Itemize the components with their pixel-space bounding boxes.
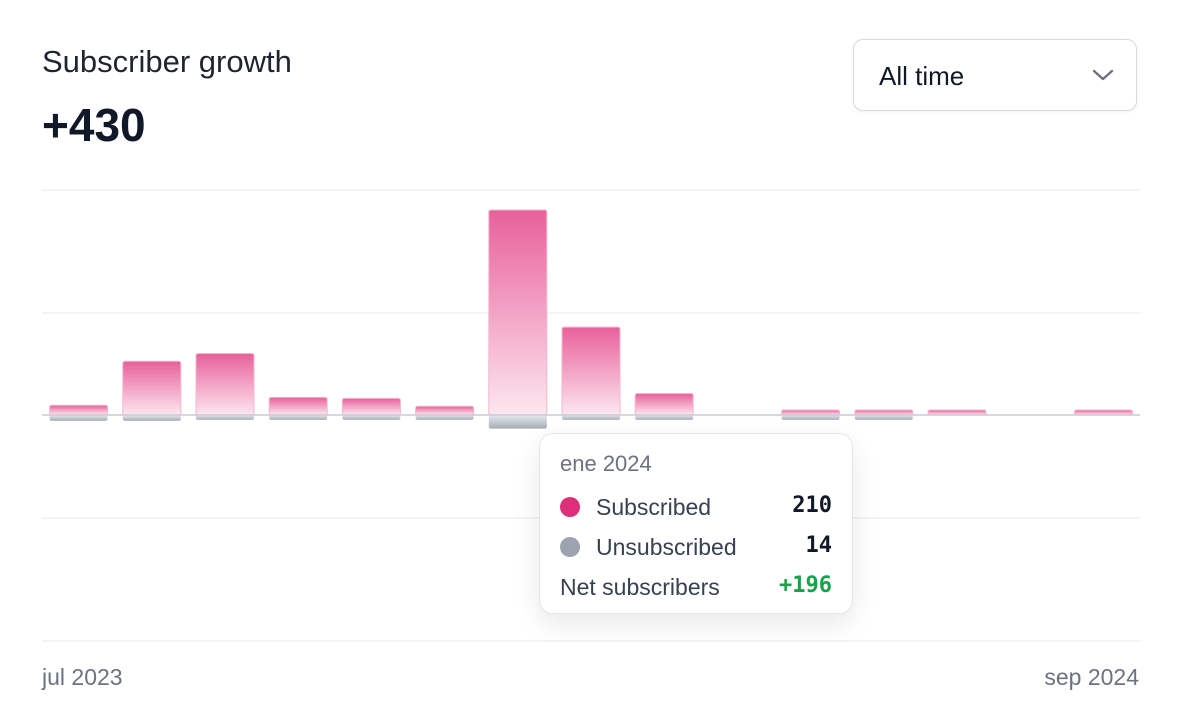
bar-unsubscribed[interactable] bbox=[562, 415, 620, 420]
bar-subscribed[interactable] bbox=[488, 209, 548, 416]
tooltip-period: ene 2024 bbox=[560, 451, 652, 476]
chart-title: Subscriber growth bbox=[42, 44, 292, 79]
bar-unsubscribed[interactable] bbox=[635, 415, 694, 420]
bar-unsubscribed[interactable] bbox=[196, 415, 254, 420]
tooltip-unsubscribed-label: Unsubscribed bbox=[596, 534, 737, 560]
bar-subscribed[interactable] bbox=[561, 326, 621, 416]
bar-subscribed[interactable] bbox=[341, 397, 401, 416]
x-axis-end-label: sep 2024 bbox=[1044, 664, 1139, 690]
bar-subscribed[interactable] bbox=[268, 396, 328, 416]
time-range-value: All time bbox=[879, 61, 965, 91]
bar-unsubscribed[interactable] bbox=[854, 415, 913, 420]
bar-subscribed[interactable] bbox=[415, 405, 475, 416]
chart-tooltip: ene 2024 Subscribed 210 Unsubscribed 14 … bbox=[539, 433, 853, 614]
bar-unsubscribed[interactable] bbox=[781, 415, 840, 420]
tooltip-subscribed-value: 210 bbox=[792, 493, 832, 518]
subscribed-dot-icon bbox=[560, 497, 580, 517]
time-range-select[interactable]: All time bbox=[853, 39, 1137, 111]
total-net-count: +430 bbox=[42, 99, 146, 151]
bar-unsubscribed[interactable] bbox=[342, 415, 401, 420]
bar-unsubscribed[interactable] bbox=[488, 415, 547, 429]
bar-subscribed[interactable] bbox=[122, 360, 182, 416]
tooltip-unsubscribed-row: Unsubscribed 14 bbox=[560, 532, 832, 562]
chevron-down-icon bbox=[1092, 69, 1114, 81]
tooltip-subscribed-row: Subscribed 210 bbox=[560, 492, 832, 522]
x-axis-start-label: jul 2023 bbox=[42, 664, 123, 690]
bar-subscribed[interactable] bbox=[49, 404, 109, 416]
tooltip-net-label: Net subscribers bbox=[560, 574, 720, 600]
tooltip-subscribed-label: Subscribed bbox=[596, 494, 712, 520]
bar-unsubscribed[interactable] bbox=[49, 415, 108, 421]
bar-unsubscribed[interactable] bbox=[122, 415, 181, 421]
tooltip-net-value: +196 bbox=[779, 573, 832, 598]
bar-subscribed[interactable] bbox=[634, 393, 694, 416]
unsubscribed-dot-icon bbox=[560, 537, 580, 557]
bar-unsubscribed[interactable] bbox=[269, 415, 328, 420]
bar-unsubscribed[interactable] bbox=[415, 415, 474, 420]
bar-subscribed[interactable] bbox=[195, 353, 255, 416]
tooltip-net-row: Net subscribers +196 bbox=[560, 572, 832, 602]
tooltip-unsubscribed-value: 14 bbox=[805, 533, 833, 558]
